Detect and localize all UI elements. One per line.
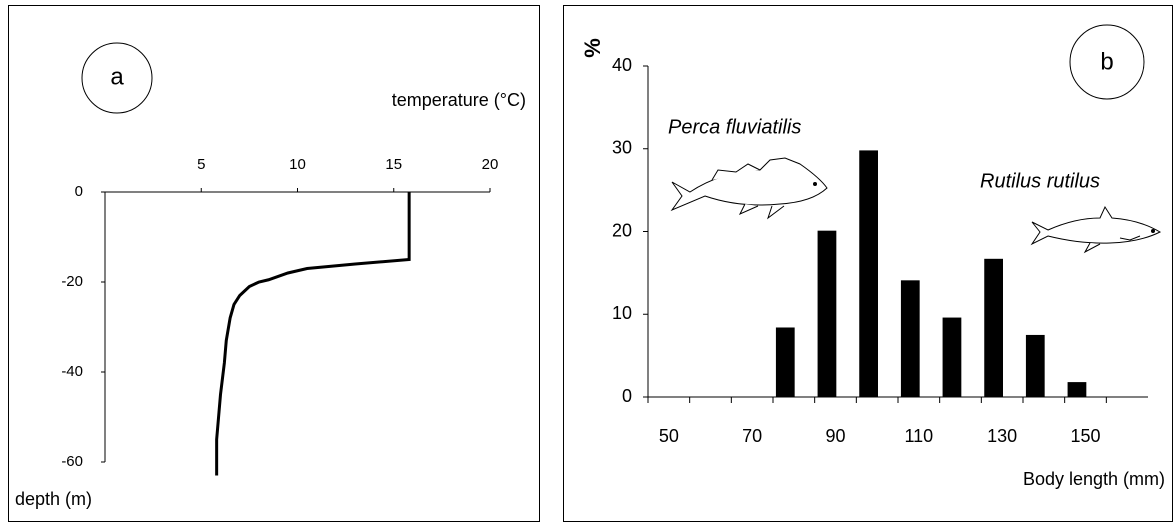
x-tick-label: 150 [1070, 426, 1100, 446]
y-tick-label: 40 [612, 55, 632, 75]
annotation: Perca fluviatilis [668, 116, 801, 138]
y-tick-label: -40 [61, 363, 83, 380]
y-tick-label: 0 [622, 386, 632, 406]
bar [859, 150, 878, 397]
perch-drawing [670, 157, 828, 220]
annotation: Rutilus rutilus [980, 170, 1100, 192]
roach-body [1030, 205, 1162, 246]
y-tick-label: 0 [75, 183, 83, 200]
y-tick-label: 20 [612, 220, 632, 240]
roach-drawing [1030, 205, 1162, 254]
bar [775, 327, 795, 397]
y-tick-label: 30 [612, 138, 632, 158]
bar [942, 317, 962, 397]
roach-fin [1083, 235, 1141, 254]
y-tick-label: -60 [61, 453, 83, 470]
x-axis-label: Body length (mm) [1023, 469, 1165, 489]
bar [900, 280, 920, 397]
panel-b-title: b [1100, 48, 1113, 75]
x-tick-label: 130 [987, 426, 1017, 446]
bar [984, 258, 1003, 397]
y-tick-label: 10 [612, 303, 632, 323]
y-axis-label: depth (m) [15, 489, 92, 509]
panel-a-frame [8, 5, 540, 522]
bar [1067, 382, 1087, 397]
x-axis-label: temperature (°C) [392, 90, 526, 110]
perch-fin [711, 163, 761, 181]
x-tick-label: 15 [385, 156, 402, 173]
panel-b-circle [1069, 24, 1145, 100]
panel-a-circle [81, 42, 153, 114]
x-tick-label: 10 [289, 156, 306, 173]
x-tick-label: 110 [904, 426, 933, 446]
roach-eye [1151, 229, 1155, 233]
panel-a-title: a [110, 63, 124, 90]
y-axis-label: % [580, 38, 605, 58]
y-tick-label: -20 [61, 273, 83, 290]
x-tick-label: 70 [742, 426, 762, 446]
x-tick-label: 50 [659, 426, 679, 446]
perch-eye [813, 182, 817, 186]
panel-b-frame [563, 5, 1173, 522]
x-tick-label: 90 [825, 426, 845, 446]
x-tick-label: 5 [197, 156, 205, 173]
perch-fin [738, 203, 785, 220]
data-line [215, 192, 411, 476]
bar [1025, 334, 1045, 397]
x-tick-label: 20 [482, 156, 499, 173]
bar [817, 230, 837, 397]
